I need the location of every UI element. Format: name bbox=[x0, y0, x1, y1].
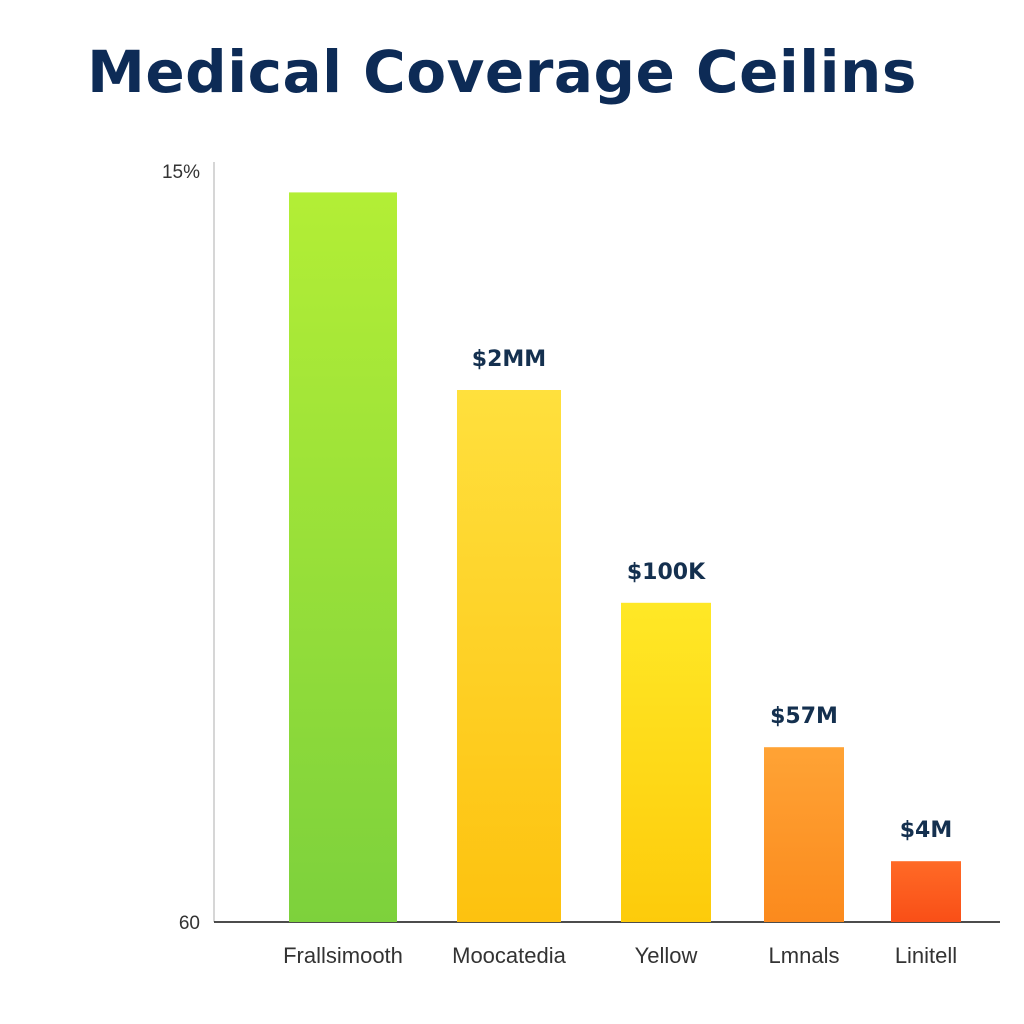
data-label-1: $2MM bbox=[472, 347, 546, 372]
x-tick-label-3: Lmnals bbox=[769, 943, 840, 968]
x-tick-label-4: Linitell bbox=[895, 943, 957, 968]
bar-1 bbox=[457, 390, 561, 922]
bars-layer: Frallsimooth $2MM Moocatedia $100K Yellow $57… bbox=[283, 192, 961, 968]
data-label-3: $57M bbox=[770, 704, 838, 729]
data-label-4: $4M bbox=[900, 818, 953, 843]
y-tick-label-bottom: 60 bbox=[179, 913, 200, 934]
bar-2 bbox=[621, 602, 711, 922]
bar-4 bbox=[891, 861, 961, 922]
x-tick-label-0: Frallsimooth bbox=[283, 943, 403, 968]
x-tick-label-2: Yellow bbox=[635, 943, 698, 968]
chart-title: Medical Coverage Ceilins bbox=[87, 38, 917, 106]
bar-0 bbox=[289, 192, 397, 922]
data-label-2: $100K bbox=[627, 560, 706, 585]
bar-3 bbox=[764, 747, 844, 922]
y-tick-label-top: 15% bbox=[162, 162, 200, 183]
x-tick-label-1: Moocatedia bbox=[452, 943, 567, 968]
